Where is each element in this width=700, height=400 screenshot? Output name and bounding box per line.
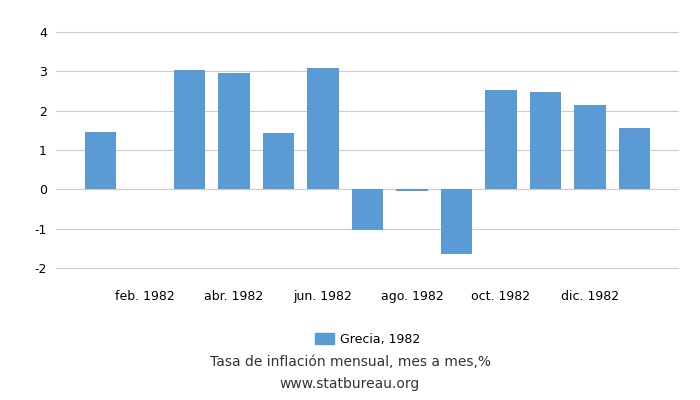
Bar <box>530 92 561 189</box>
Legend: Grecia, 1982: Grecia, 1982 <box>315 333 420 346</box>
Bar <box>619 128 650 189</box>
Bar <box>263 133 294 189</box>
Text: Tasa de inflación mensual, mes a mes,%: Tasa de inflación mensual, mes a mes,% <box>209 355 491 369</box>
Bar <box>441 189 472 254</box>
Bar <box>396 189 428 190</box>
Bar <box>575 106 606 189</box>
Bar <box>218 73 250 189</box>
Bar <box>485 90 517 189</box>
Bar <box>174 70 205 189</box>
Bar <box>307 68 339 189</box>
Bar <box>352 189 383 230</box>
Bar <box>85 132 116 189</box>
Text: www.statbureau.org: www.statbureau.org <box>280 377 420 391</box>
